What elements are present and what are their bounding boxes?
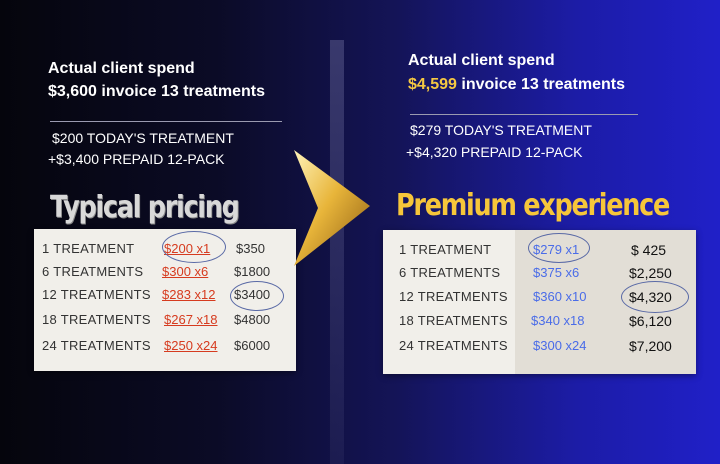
left-rule (50, 121, 282, 122)
row-label: 12 TREATMENTS (42, 287, 151, 302)
row-label: 6 TREATMENTS (42, 264, 144, 279)
row-price: $300 x6 (162, 264, 209, 279)
right-spend-amount: $4,599 (408, 76, 457, 93)
table-row: 24 TREATMENTS $300 x24 $7,200 (383, 334, 696, 358)
row-total: $2,250 (629, 265, 672, 281)
row-label: 18 TREATMENTS (399, 313, 508, 328)
table-row: 6 TREATMENTS $375 x6 $2,250 (383, 261, 696, 285)
row-price: $250 x24 (164, 338, 218, 353)
row-label: 24 TREATMENTS (399, 338, 508, 353)
row-price: $267 x18 (164, 312, 218, 327)
highlight-circle (528, 233, 590, 263)
right-rule (410, 114, 638, 115)
left-breakdown-prepaid: +$3,400 PREPAID 12-PACK (48, 151, 225, 167)
right-breakdown-today: $279 TODAY'S TREATMENT (410, 122, 592, 138)
right-spend-rest: invoice 13 treatments (456, 76, 626, 93)
row-label: 12 TREATMENTS (399, 289, 508, 304)
highlight-circle (162, 231, 226, 263)
row-total: $1800 (234, 264, 271, 279)
table-row: 18 TREATMENTS $340 x18 $6,120 (383, 309, 696, 333)
center-divider (330, 40, 344, 464)
row-total: $6,120 (629, 313, 672, 329)
row-total: $ 425 (631, 242, 667, 258)
row-label: 1 TREATMENT (399, 242, 492, 257)
chevron-right-arrow-icon (294, 150, 370, 266)
row-label: 6 TREATMENTS (399, 265, 501, 280)
row-label: 1 TREATMENT (42, 241, 135, 256)
left-breakdown-today: $200 TODAY'S TREATMENT (52, 130, 234, 146)
right-spend-title: Actual client spend (408, 52, 555, 69)
left-spend-invoice: $3,600 invoice 13 treatments (48, 83, 266, 100)
right-pricing-table: 1 TREATMENT $279 x1 $ 425 6 TREATMENTS $… (383, 230, 696, 374)
row-total: $6000 (234, 338, 271, 353)
row-price: $340 x18 (531, 313, 585, 328)
left-heading: Typical pricing (50, 190, 240, 225)
right-spend-invoice: $4,599 invoice 13 treatments (408, 74, 625, 96)
row-label: 24 TREATMENTS (42, 338, 151, 353)
right-heading: Premium experience (396, 188, 670, 223)
table-row: 6 TREATMENTS $300 x6 $1800 (34, 260, 296, 284)
table-row: 18 TREATMENTS $267 x18 $4800 (34, 308, 296, 332)
row-price: $300 x24 (533, 338, 587, 353)
highlight-circle (230, 281, 284, 311)
row-total: $4800 (234, 312, 271, 327)
row-price: $375 x6 (533, 265, 580, 280)
row-label: 18 TREATMENTS (42, 312, 151, 327)
highlight-circle (621, 281, 689, 313)
row-price: $283 x12 (162, 287, 216, 302)
table-row: 24 TREATMENTS $250 x24 $6000 (34, 334, 296, 358)
left-spend-title: Actual client spend (48, 60, 195, 77)
row-total: $7,200 (629, 338, 672, 354)
right-breakdown-prepaid: +$4,320 PREPAID 12-PACK (406, 144, 583, 160)
row-price: $360 x10 (533, 289, 587, 304)
row-total: $350 (236, 241, 265, 256)
left-pricing-table: 1 TREATMENT $200 x1 $350 6 TREATMENTS $3… (34, 229, 296, 371)
